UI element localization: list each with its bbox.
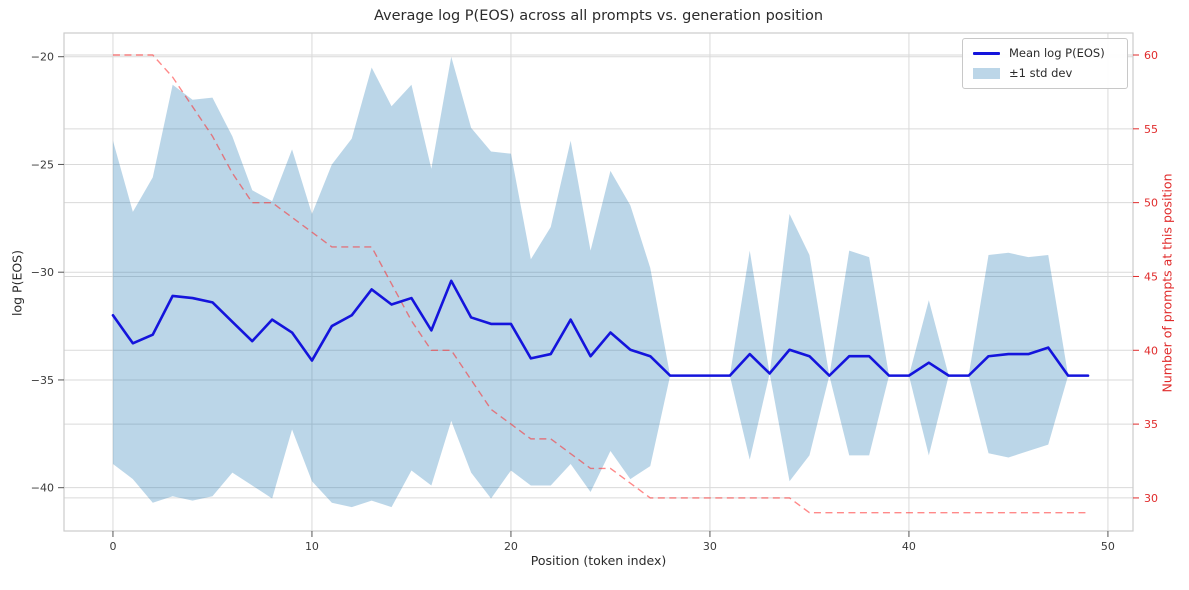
svg-text:50: 50 xyxy=(1144,197,1158,210)
svg-text:20: 20 xyxy=(504,540,518,553)
svg-text:10: 10 xyxy=(305,540,319,553)
svg-text:−35: −35 xyxy=(31,374,54,387)
svg-text:45: 45 xyxy=(1144,270,1158,283)
legend-band-label: ±1 std dev xyxy=(1009,66,1073,80)
svg-text:55: 55 xyxy=(1144,123,1158,136)
svg-text:0: 0 xyxy=(109,540,116,553)
legend-item-mean: Mean log P(EOS) xyxy=(973,46,1117,60)
svg-text:50: 50 xyxy=(1101,540,1115,553)
svg-text:30: 30 xyxy=(703,540,717,553)
band-patch-swatch xyxy=(973,67,1000,79)
svg-text:−20: −20 xyxy=(31,51,54,64)
mean-line-swatch xyxy=(973,51,1000,55)
legend-item-band: ±1 std dev xyxy=(973,66,1117,80)
y-axis-label-left: log P(EOS) xyxy=(9,250,25,316)
legend-mean-label: Mean log P(EOS) xyxy=(1009,46,1105,60)
svg-text:−25: −25 xyxy=(31,158,54,171)
legend: Mean log P(EOS) ±1 std dev xyxy=(962,38,1128,89)
svg-text:60: 60 xyxy=(1144,49,1158,62)
svg-text:40: 40 xyxy=(1144,344,1158,357)
svg-text:30: 30 xyxy=(1144,492,1158,505)
svg-text:−30: −30 xyxy=(31,266,54,279)
svg-text:35: 35 xyxy=(1144,418,1158,431)
chart-title: Average log P(EOS) across all prompts vs… xyxy=(373,8,824,24)
svg-text:40: 40 xyxy=(902,540,916,553)
svg-text:−40: −40 xyxy=(31,482,54,495)
y-axis-label-right: Number of prompts at this position xyxy=(1159,173,1175,393)
x-axis-label: Position (token index) xyxy=(530,553,667,568)
